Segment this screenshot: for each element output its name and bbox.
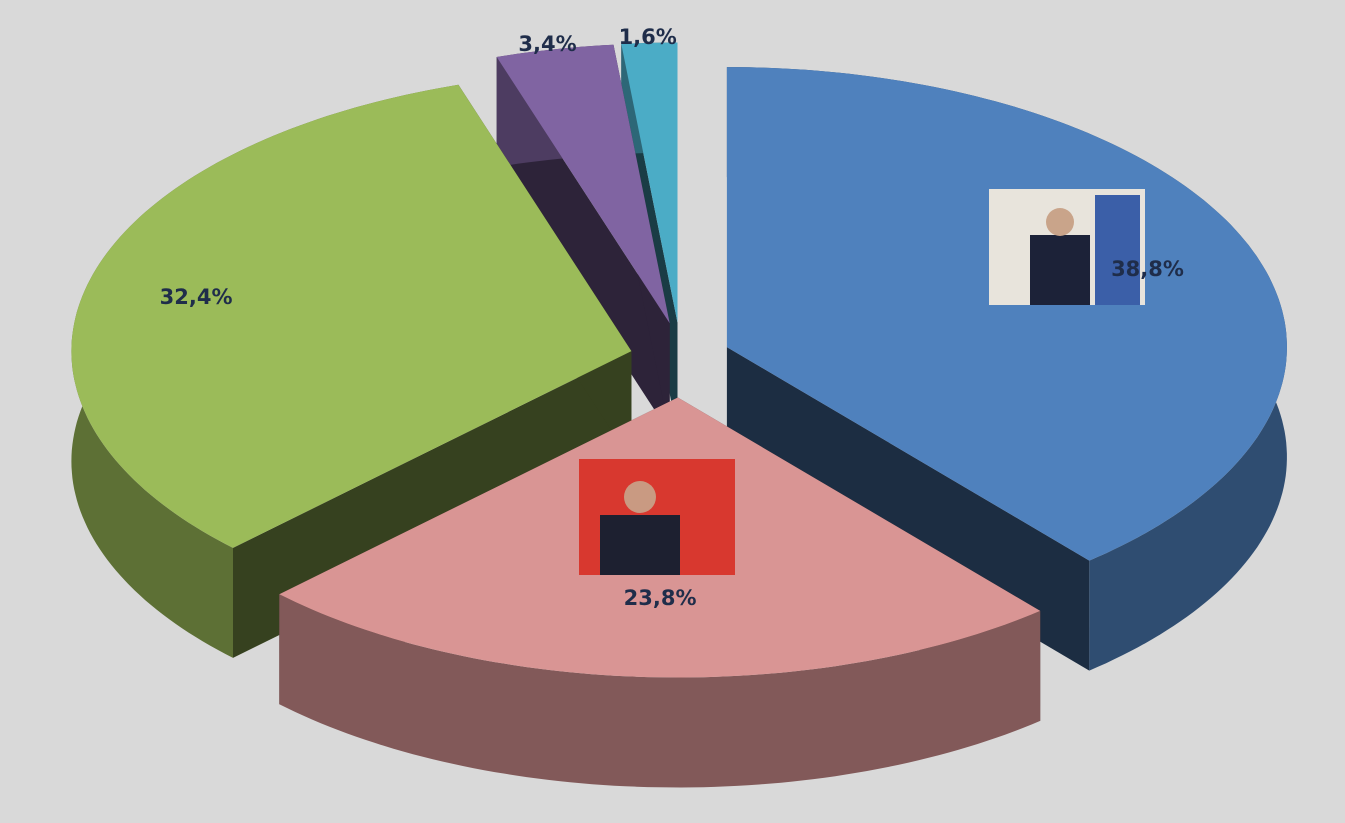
figure [1030,235,1090,305]
data-label: 38,8% [1111,257,1184,281]
photo-placeholder [989,189,1145,305]
slice-top [71,84,632,548]
figure [600,515,680,575]
photo-placeholder [579,459,735,575]
data-label: 32,4% [160,285,233,309]
labels: 1,6% 3,4% 38,8% 32,4% 23,8% [160,25,1184,610]
slice-top [726,67,1287,561]
slice-top [496,44,670,324]
photos [579,189,1145,575]
data-label: 1,6% [619,25,677,49]
face [624,481,656,513]
data-label: 23,8% [624,586,697,610]
slice-top [621,42,678,323]
data-label: 3,4% [518,32,576,56]
flag [1095,195,1140,305]
slice-wall [279,594,1041,788]
face [1046,208,1074,236]
